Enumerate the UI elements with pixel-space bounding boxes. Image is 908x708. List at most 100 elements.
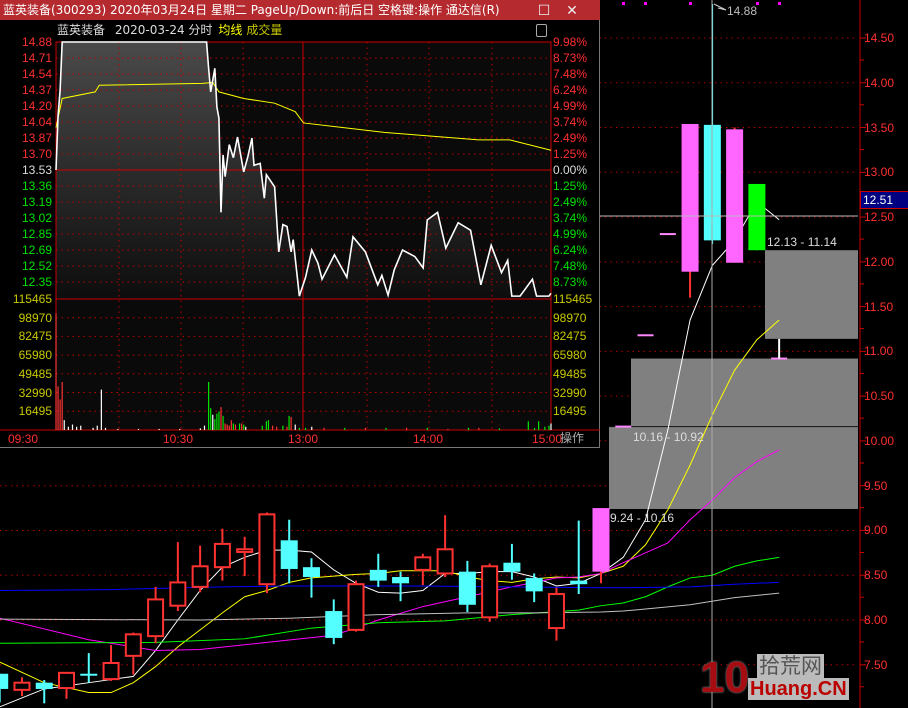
intraday-chart[interactable] bbox=[0, 0, 600, 448]
percent-label: 6.24% bbox=[553, 243, 588, 257]
candle bbox=[436, 515, 454, 578]
intraday-header: 蓝英装备 2020-03-24 分时 均线 成交量 bbox=[57, 21, 288, 38]
candle-body bbox=[191, 565, 209, 588]
marker-dot bbox=[756, 2, 759, 5]
high-arrow-icon bbox=[713, 3, 727, 11]
marker-dot bbox=[778, 2, 781, 5]
candle-body bbox=[0, 673, 9, 689]
volume-label-left: 32990 bbox=[18, 385, 52, 400]
candle-body bbox=[592, 508, 610, 572]
price-label: 14.20 bbox=[21, 99, 52, 113]
close-icon: ✕ bbox=[566, 2, 578, 18]
candle bbox=[570, 520, 588, 595]
price-axis-label: 11.50 bbox=[864, 299, 894, 314]
price-label: 14.54 bbox=[21, 67, 52, 81]
candle-body bbox=[525, 577, 543, 592]
price-axis-label: 11.00 bbox=[864, 344, 894, 359]
marker-dot bbox=[644, 2, 647, 5]
maximize-button[interactable]: ☐ bbox=[536, 2, 552, 18]
candle bbox=[80, 653, 98, 683]
volume-label-left: 82475 bbox=[18, 329, 52, 344]
time-label: 15:00 bbox=[532, 432, 563, 446]
candle bbox=[0, 673, 9, 703]
percent-label: 9.98% bbox=[553, 35, 588, 49]
percent-label: 8.73% bbox=[553, 51, 588, 65]
candle bbox=[481, 563, 499, 622]
percent-label: 6.24% bbox=[553, 83, 588, 97]
zone-label: 12.13 - 11.14 bbox=[767, 235, 837, 249]
price-axis-label: 10.00 bbox=[864, 433, 895, 448]
panel-toggle-icon[interactable] bbox=[536, 24, 547, 37]
volume-legend[interactable]: 成交量 bbox=[246, 23, 283, 37]
volume-label-right: 16495 bbox=[553, 404, 587, 419]
price-label: 13.53 bbox=[21, 163, 52, 177]
price-zone-box bbox=[765, 250, 858, 339]
candle bbox=[35, 680, 53, 704]
percent-label: 0.00% bbox=[553, 163, 588, 177]
price-axis-label: 7.50 bbox=[864, 657, 888, 672]
candle bbox=[102, 645, 120, 681]
stock-name: 蓝英装备 bbox=[57, 23, 106, 37]
intraday-popup-window[interactable]: 蓝英装备(300293) 2020年03月24日 星期二 PageUp/Down… bbox=[0, 0, 600, 448]
volume-label-right: 115465 bbox=[553, 292, 593, 306]
candle-body bbox=[35, 682, 53, 689]
square-icon: ☐ bbox=[537, 2, 551, 18]
price-axis-label: 8.50 bbox=[864, 568, 888, 583]
candle-body bbox=[213, 542, 231, 569]
high-price-label: 14.88 bbox=[727, 4, 758, 18]
price-line bbox=[55, 41, 552, 299]
candle-body bbox=[436, 548, 454, 575]
percent-label: 4.99% bbox=[553, 227, 588, 241]
candle bbox=[236, 536, 254, 577]
title-bar[interactable]: 蓝英装备(300293) 2020年03月24日 星期二 PageUp/Down… bbox=[0, 0, 600, 20]
candle-body bbox=[748, 183, 766, 251]
candle bbox=[169, 542, 187, 612]
moving-average-line bbox=[0, 319, 780, 694]
candle bbox=[325, 599, 343, 645]
avg-line-legend[interactable]: 均线 bbox=[218, 23, 243, 37]
candle-body bbox=[302, 567, 320, 578]
price-label: 13.36 bbox=[21, 179, 52, 193]
price-zone-box bbox=[631, 358, 858, 427]
volume-label-left: 16495 bbox=[18, 404, 52, 419]
price-axis-label: 13.00 bbox=[864, 165, 895, 180]
volume-label-left: 65980 bbox=[18, 348, 52, 363]
candle-body bbox=[80, 673, 98, 676]
price-label: 12.35 bbox=[21, 275, 52, 289]
candle bbox=[681, 123, 699, 298]
candle-body bbox=[726, 129, 744, 263]
watermark-logo: 10 拾荒网 Huang.CN bbox=[700, 654, 849, 706]
candle bbox=[771, 338, 788, 360]
volume-label-right: 49485 bbox=[553, 366, 587, 381]
price-axis-label: 12.50 bbox=[864, 210, 895, 225]
zone-label: 10.16 - 10.92 bbox=[633, 430, 704, 444]
percent-label: 2.49% bbox=[553, 131, 588, 145]
volume-label-left: 115465 bbox=[12, 292, 52, 306]
percent-label: 1.25% bbox=[553, 147, 588, 161]
candle-body bbox=[547, 593, 565, 630]
candle bbox=[637, 334, 654, 337]
close-button[interactable]: ✕ bbox=[564, 2, 580, 18]
candle bbox=[414, 553, 432, 586]
price-label: 12.69 bbox=[21, 243, 52, 257]
candle-body bbox=[347, 583, 365, 631]
action-button[interactable]: 操作 bbox=[559, 431, 584, 445]
price-area-fill bbox=[56, 42, 551, 299]
candle bbox=[191, 545, 209, 593]
candle bbox=[659, 233, 676, 236]
marker-dot bbox=[622, 2, 625, 5]
percent-label: 1.25% bbox=[553, 179, 588, 193]
price-axis-label: 10.50 bbox=[864, 389, 895, 404]
price-label: 14.37 bbox=[21, 83, 52, 97]
candle bbox=[124, 632, 142, 675]
price-axis-label: 9.50 bbox=[864, 478, 888, 493]
price-axis-label: 9.00 bbox=[864, 523, 888, 538]
price-axis-label: 13.50 bbox=[864, 120, 895, 135]
candle-body bbox=[280, 540, 298, 569]
candle-body bbox=[236, 548, 254, 553]
price-label: 14.88 bbox=[21, 35, 52, 49]
percent-label: 4.99% bbox=[553, 99, 588, 113]
price-axis-label: 14.00 bbox=[864, 75, 895, 90]
candle-body bbox=[258, 513, 276, 586]
candle bbox=[369, 553, 387, 587]
